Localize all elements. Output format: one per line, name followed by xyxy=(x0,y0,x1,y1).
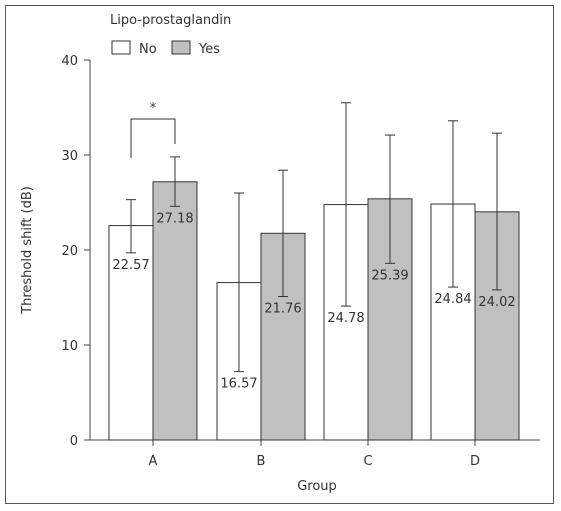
data-label: 24.84 xyxy=(434,292,471,307)
data-label: 16.57 xyxy=(220,377,257,392)
data-label: 25.39 xyxy=(371,268,408,283)
bar-no-a xyxy=(108,225,154,441)
significance-star: * xyxy=(150,101,157,116)
legend: Lipo-prostaglandin No Yes xyxy=(110,13,231,57)
y-tick-label: 30 xyxy=(61,149,78,164)
legend-label-yes: Yes xyxy=(198,42,220,57)
y-axis-label: Threshold shift (dB) xyxy=(20,186,35,315)
y-tick-label: 10 xyxy=(61,339,78,354)
data-label: 22.57 xyxy=(112,258,149,273)
x-tick-label: B xyxy=(257,454,266,469)
x-tick-label: C xyxy=(363,454,372,469)
significance-bracket xyxy=(130,118,176,158)
legend-label-no: No xyxy=(139,42,157,57)
x-axis-label: Group xyxy=(297,479,337,494)
y-tick-label: 20 xyxy=(61,244,78,259)
data-label: 24.02 xyxy=(478,295,515,310)
legend-title: Lipo-prostaglandin xyxy=(110,13,231,28)
x-tick-label: D xyxy=(470,454,480,469)
y-tick-label: 40 xyxy=(61,54,78,69)
bar-yes-a xyxy=(152,181,198,441)
data-label: 24.78 xyxy=(327,311,364,326)
error-bars xyxy=(126,102,502,373)
y-tick-label: 0 xyxy=(70,434,78,449)
bars xyxy=(108,181,520,441)
legend-swatch-no xyxy=(111,40,131,55)
data-labels: 22.57 16.57 24.78 24.84 27.18 21.76 25.39 24.02 xyxy=(112,211,515,391)
data-label: 27.18 xyxy=(156,211,193,226)
data-label: 21.76 xyxy=(264,302,301,317)
x-tick-label: A xyxy=(149,454,158,469)
legend-swatch-yes xyxy=(171,40,191,55)
